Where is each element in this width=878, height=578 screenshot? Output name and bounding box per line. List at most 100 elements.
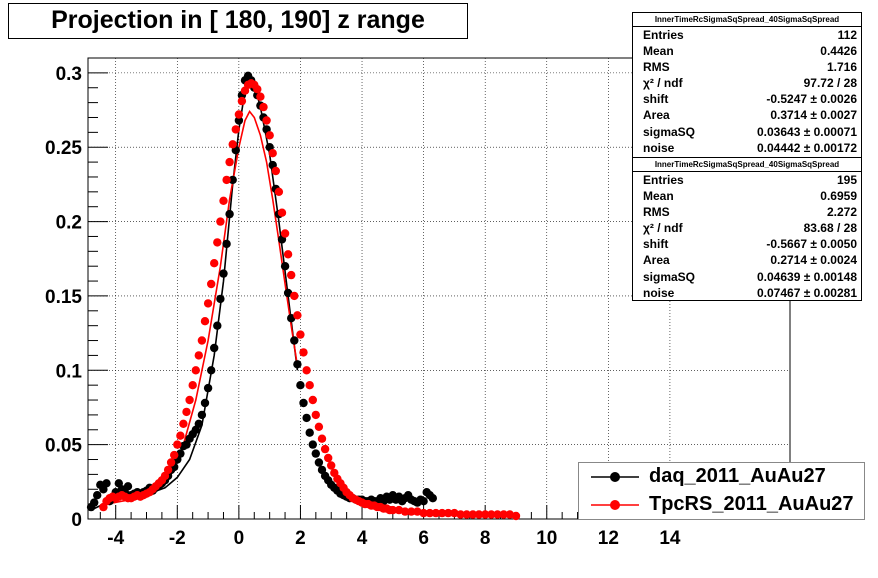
data-point-0 <box>203 383 213 393</box>
stats-row: RMS 1.716 <box>633 59 861 75</box>
data-point-1 <box>296 330 305 339</box>
data-point-1 <box>163 465 173 475</box>
data-point-1 <box>431 508 441 518</box>
stats-key: Entries <box>643 28 684 42</box>
data-point-1 <box>317 434 327 443</box>
stats-rows: Entries 195 Mean 0.6959 RMS 2.272 χ² / ndf 83.6… <box>633 172 861 301</box>
data-point-1 <box>493 510 502 519</box>
data-point-1 <box>200 317 210 326</box>
stats-value: -0.5667 ± 0.0050 <box>766 237 857 252</box>
stats-value: 2.272 <box>826 205 857 220</box>
stats-row: Area 0.2714 ± 0.0024 <box>633 252 861 268</box>
y-tick-label: 0.25 <box>45 138 82 159</box>
data-point-0 <box>302 413 311 423</box>
data-point-1 <box>210 259 219 268</box>
x-tick-label: 10 <box>536 528 557 549</box>
stats-value: 97.72 / 28 <box>803 76 857 91</box>
stats-row: sigmaSQ 0.03643 ± 0.00071 <box>633 124 861 140</box>
data-point-0 <box>222 239 231 249</box>
stats-key: Mean <box>643 44 674 59</box>
stats-key: Area <box>643 253 670 268</box>
stats-box-daq: InnerTimeRcSigmaSqSpread_40SigmaSqSpread… <box>632 12 862 159</box>
data-point-0 <box>299 398 308 408</box>
data-point-1 <box>280 229 290 238</box>
x-tick-label: 14 <box>659 528 681 549</box>
data-point-1 <box>213 238 222 247</box>
fit-curve-0 <box>90 77 299 511</box>
data-point-0 <box>197 410 207 420</box>
data-point-0 <box>419 497 428 506</box>
data-point-1 <box>320 444 330 454</box>
data-point-1 <box>179 419 188 428</box>
data-point-0 <box>311 449 320 458</box>
data-point-0 <box>102 479 111 488</box>
x-tick-label: 6 <box>418 528 429 549</box>
data-point-1 <box>265 131 274 140</box>
stats-key: Area <box>643 108 670 123</box>
data-point-1 <box>311 410 320 420</box>
stats-value: 0.03643 ± 0.00071 <box>756 124 857 139</box>
data-point-1 <box>262 116 271 125</box>
stats-row: Mean 0.6959 <box>633 188 861 204</box>
data-point-1 <box>327 461 336 470</box>
stats-value: 83.68 / 28 <box>803 221 857 236</box>
legend-label-tpcrs: TpcRS_2011_AuAu27 <box>649 493 854 515</box>
stats-value: -0.5247 ± 0.0026 <box>766 92 857 107</box>
data-point-0 <box>305 428 314 437</box>
data-point-1 <box>468 510 478 519</box>
stats-value: 112 <box>837 28 857 42</box>
stats-box-tpcrs: InnerTimeRcSigmaSqSpread_40SigmaSqSpread… <box>632 157 862 301</box>
data-point-1 <box>400 507 410 516</box>
title-box: Projection in [ 180, 190] z range <box>8 3 468 39</box>
data-point-1 <box>283 250 293 259</box>
data-point-0 <box>280 262 290 271</box>
fit-curve-1 <box>106 110 299 505</box>
data-point-1 <box>219 196 228 205</box>
data-point-0 <box>200 398 210 408</box>
stats-key: sigmaSQ <box>643 124 696 139</box>
y-tick-label: 0 <box>71 510 82 531</box>
data-point-1 <box>225 157 234 167</box>
data-point-0 <box>210 343 219 353</box>
data-point-1 <box>305 381 314 390</box>
data-point-1 <box>231 125 240 134</box>
y-tick-label: 0.1 <box>56 361 83 382</box>
stats-rows: Entries 112 Mean 0.4426 RMS 1.716 χ² / ndf 97.7… <box>633 27 861 156</box>
data-point-1 <box>237 96 247 106</box>
fit-curves <box>90 77 299 511</box>
stats-value: 0.07467 ± 0.00281 <box>756 285 857 300</box>
stats-key: RMS <box>643 60 670 75</box>
stats-header: InnerTimeRcSigmaSqSpread_40SigmaSqSpread <box>633 13 861 27</box>
data-point-1 <box>419 508 428 518</box>
y-tick-label: 0.3 <box>56 64 82 85</box>
stats-value: 0.3714 ± 0.0027 <box>770 108 857 123</box>
x-tick-label: 0 <box>234 528 245 549</box>
data-point-0 <box>290 336 299 345</box>
legend-entry-daq: daq_2011_AuAu27 <box>579 463 864 491</box>
stats-key: χ² / ndf <box>643 221 683 236</box>
x-tick-label: -4 <box>107 528 124 549</box>
stats-value: 1.716 <box>826 60 857 75</box>
data-point-0 <box>207 366 216 375</box>
stats-row: noise 0.07467 ± 0.00281 <box>633 285 861 301</box>
data-point-1 <box>274 187 284 196</box>
data-markers <box>86 71 521 521</box>
data-point-0 <box>123 482 133 491</box>
data-point-1 <box>256 92 265 101</box>
data-point-1 <box>173 440 182 449</box>
y-axis-labels: 0 0.05 0.1 0.15 0.2 0.25 0.3 <box>45 64 82 531</box>
data-point-1 <box>290 291 299 301</box>
data-point-1 <box>185 395 194 405</box>
stats-value: 0.04442 ± 0.00172 <box>756 140 857 155</box>
x-tick-label: 4 <box>357 528 368 549</box>
data-point-1 <box>407 507 416 516</box>
legend: daq_2011_AuAu27 TpcRS_2011_AuAu27 <box>578 462 865 520</box>
data-point-0 <box>219 269 228 278</box>
y-tick-label: 0.05 <box>45 436 82 457</box>
data-point-0 <box>314 458 324 467</box>
data-point-1 <box>182 407 191 417</box>
data-point-0 <box>225 209 234 219</box>
data-point-1 <box>166 458 176 467</box>
legend-marker-daq <box>591 472 639 482</box>
page-title: Projection in [ 180, 190] z range <box>51 6 425 34</box>
